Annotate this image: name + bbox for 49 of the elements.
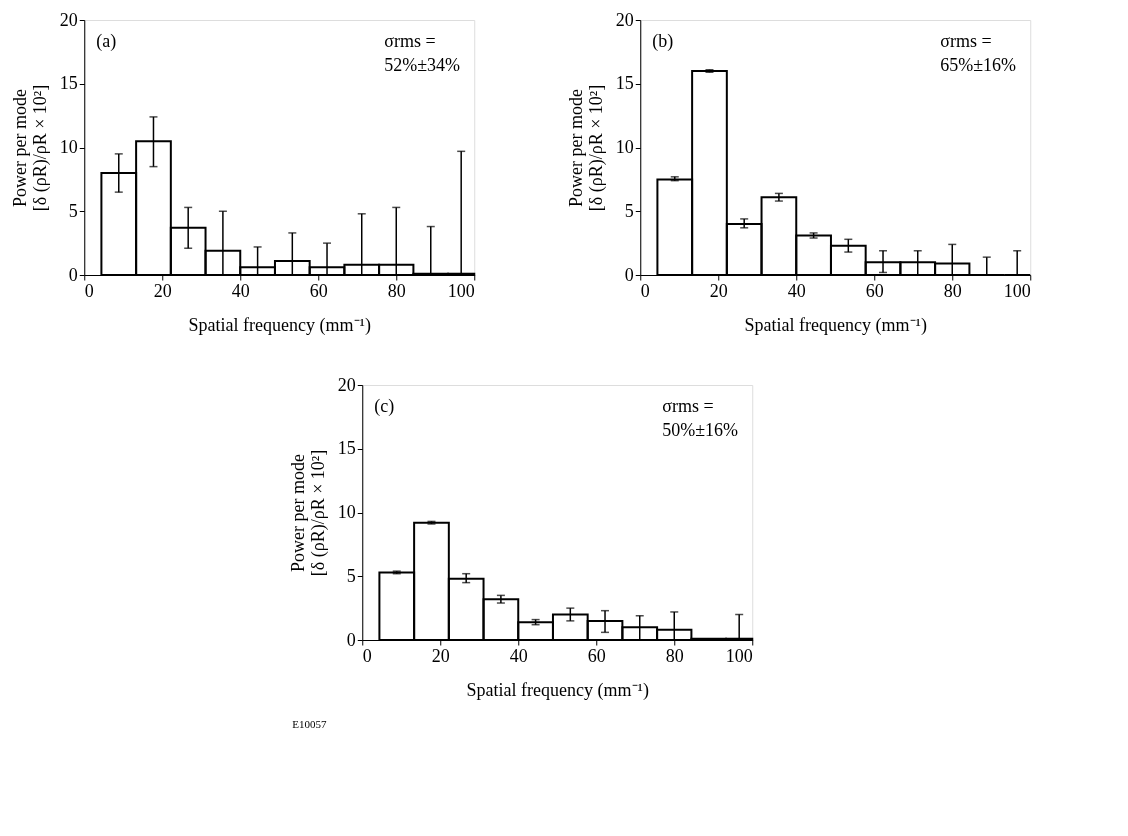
- annotation: (b): [652, 31, 674, 52]
- x-tick-label: 40: [787, 280, 806, 301]
- y-tick-label: 15: [615, 73, 634, 94]
- annotation: 50%±16%: [662, 420, 739, 440]
- x-axis-title: Spatial frequency (mm⁻¹): [744, 314, 927, 336]
- x-tick-label: 80: [387, 280, 406, 301]
- x-tick-label: 100: [447, 280, 475, 301]
- x-tick-label: 60: [309, 280, 328, 301]
- x-tick-label: 0: [640, 280, 650, 301]
- y-tick-label: 0: [68, 264, 78, 285]
- y-tick-label: 0: [346, 629, 356, 650]
- x-tick-label: 20: [431, 645, 450, 666]
- x-tick-label: 80: [943, 280, 962, 301]
- y-tick-label: 5: [346, 565, 356, 586]
- y-axis-title: Power per mode [δ (ρR)/ρR × 10²]: [565, 84, 607, 212]
- x-tick-label: 100: [1003, 280, 1031, 301]
- y-tick-label: 20: [615, 9, 634, 30]
- x-axis-title: Spatial frequency (mm⁻¹): [466, 679, 649, 701]
- y-tick-label: 10: [615, 137, 634, 157]
- y-axis-title: Power per mode [δ (ρR)/ρR × 10²]: [9, 84, 51, 212]
- y-tick-label: 0: [624, 264, 634, 285]
- y-tick-label: 20: [59, 9, 78, 30]
- y-tick-label: 20: [337, 374, 356, 395]
- text: E10057: [292, 718, 327, 730]
- y-tick-label: 10: [337, 502, 356, 522]
- annotation: 65%±16%: [940, 55, 1017, 75]
- y-tick-label: 15: [59, 73, 78, 94]
- y-tick-label: 5: [68, 200, 78, 221]
- y-axis-title: Power per mode [δ (ρR)/ρR × 10²]: [287, 449, 329, 577]
- x-tick-label: 0: [362, 645, 372, 666]
- x-tick-label: 20: [709, 280, 728, 301]
- x-tick-label: 20: [153, 280, 172, 301]
- y-tick-label: 10: [59, 137, 78, 157]
- x-tick-label: 40: [509, 645, 528, 666]
- annotation: σrms =: [662, 396, 714, 416]
- annotation: σrms =: [940, 31, 992, 51]
- annotation: σrms =: [384, 31, 436, 51]
- annotation: (a): [96, 31, 117, 52]
- x-tick-label: 40: [231, 280, 250, 301]
- x-tick-label: 60: [865, 280, 884, 301]
- x-tick-label: 0: [84, 280, 94, 301]
- x-tick-label: 60: [587, 645, 606, 666]
- y-tick-label: 5: [624, 200, 634, 221]
- annotation: 52%±34%: [384, 55, 461, 75]
- y-tick-label: 15: [337, 438, 356, 459]
- x-tick-label: 100: [725, 645, 753, 666]
- annotation: (c): [374, 396, 395, 417]
- x-tick-label: 80: [665, 645, 684, 666]
- x-axis-title: Spatial frequency (mm⁻¹): [188, 314, 371, 336]
